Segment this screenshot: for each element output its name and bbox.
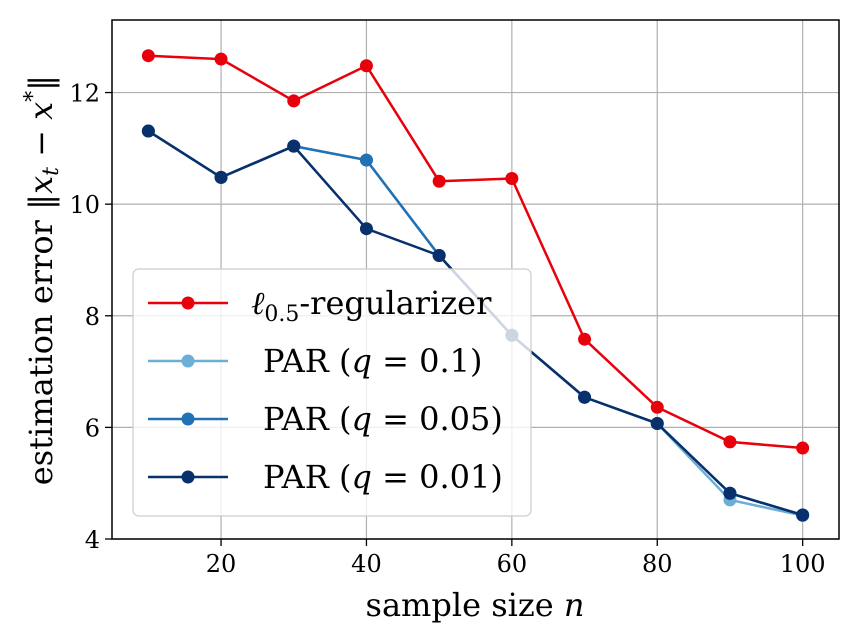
legend-label-l05-sub: 0.5	[264, 302, 299, 327]
legend-label-q001-var: q	[351, 458, 371, 496]
legend-label-q01-prefix: PAR (	[263, 342, 351, 380]
legend-label-q001: PAR (q = 0.01)	[263, 458, 503, 496]
x-tick-label-80: 80	[642, 550, 673, 578]
x-axis-title: sample size n	[366, 586, 585, 624]
legend-label-q005-var: q	[351, 400, 371, 438]
x-tick-label-60: 60	[497, 550, 528, 578]
data-point-l05-30	[287, 94, 301, 108]
y-tick-label-10: 10	[69, 191, 100, 219]
legend-entry-q005: PAR (q = 0.05)	[148, 400, 503, 438]
y-axis-title-var2: x	[22, 102, 60, 120]
legend-label-l05-suffix: -regularizer	[299, 284, 492, 322]
legend-label-q005: PAR (q = 0.05)	[263, 400, 503, 438]
legend: ℓ0.5-regularizer PAR (q = 0.1) PAR (q = …	[132, 268, 532, 517]
x-axis-title-text: sample size	[366, 586, 564, 624]
legend-entry-q001: PAR (q = 0.01)	[148, 458, 503, 496]
data-point-l05-40	[359, 59, 373, 73]
y-tick-label-12: 12	[69, 80, 100, 108]
y-tick-label-6: 6	[85, 414, 100, 442]
data-point-l05-100	[796, 441, 810, 455]
y-axis-title-minus: −	[22, 120, 60, 167]
y-axis-title-var1: x	[22, 176, 60, 194]
data-point-l05-70	[578, 332, 592, 346]
data-point-l05-20	[214, 52, 228, 66]
legend-swatch-marker-q01	[181, 354, 195, 368]
legend-label-q005-prefix: PAR (	[263, 400, 351, 438]
data-point-l05-60	[505, 171, 519, 185]
series-l05	[141, 49, 810, 455]
y-axis-title-norm-close: ‖	[22, 75, 60, 91]
legend-entry-q01: PAR (q = 0.1)	[148, 342, 482, 380]
legend-label-q001-prefix: PAR (	[263, 458, 351, 496]
data-point-q001-50	[432, 249, 446, 263]
y-tick-label-4: 4	[85, 526, 100, 554]
legend-swatch-marker-q001	[181, 470, 195, 484]
legend-label-l05: ℓ0.5-regularizer	[251, 284, 492, 327]
y-axis-title-sup: *	[21, 91, 46, 102]
y-axis-title-sub: t	[39, 167, 64, 176]
data-point-q005-40	[359, 153, 373, 167]
data-point-q001-10	[141, 124, 155, 138]
x-tick-label-40: 40	[351, 550, 382, 578]
data-point-q001-20	[214, 170, 228, 184]
x-tick-label-20: 20	[206, 550, 237, 578]
data-point-l05-50	[432, 174, 446, 188]
legend-label-q01-var: q	[351, 342, 371, 380]
legend-entry-l05: ℓ0.5-regularizer	[148, 284, 492, 327]
series-line-l05	[148, 54, 803, 450]
legend-frame	[132, 268, 532, 517]
y-tick-label-8: 8	[85, 303, 100, 331]
x-axis-title-var: n	[564, 586, 585, 624]
y-axis-title: estimation error ‖xt − x*‖	[21, 75, 64, 485]
data-point-l05-10	[141, 49, 155, 63]
data-point-l05-80	[650, 400, 664, 414]
x-tick-label-100: 100	[780, 550, 826, 578]
y-axis-title-norm-open: ‖	[22, 194, 60, 210]
data-point-l05-90	[723, 435, 737, 449]
data-point-q001-100	[796, 508, 810, 522]
data-point-q001-40	[359, 222, 373, 236]
legend-label-q005-eq: = 0.05)	[372, 400, 503, 438]
data-point-q001-90	[723, 486, 737, 500]
axis-ticks: 20 40 60 80 100 4 6 8 10 12	[69, 80, 825, 578]
data-point-q001-70	[578, 390, 592, 404]
plot-frame	[111, 19, 840, 540]
data-point-q001-30	[287, 139, 301, 153]
legend-label-l05-base: ℓ	[251, 284, 265, 322]
y-axis-title-text: estimation error	[22, 210, 60, 485]
legend-label-q01-eq: = 0.1)	[372, 342, 483, 380]
legend-label-q01: PAR (q = 0.1)	[263, 342, 482, 380]
legend-label-q001-eq: = 0.01)	[372, 458, 503, 496]
legend-swatch-marker-q005	[181, 412, 195, 426]
legend-swatch-marker-l05	[181, 296, 195, 310]
data-point-q001-80	[650, 416, 664, 430]
